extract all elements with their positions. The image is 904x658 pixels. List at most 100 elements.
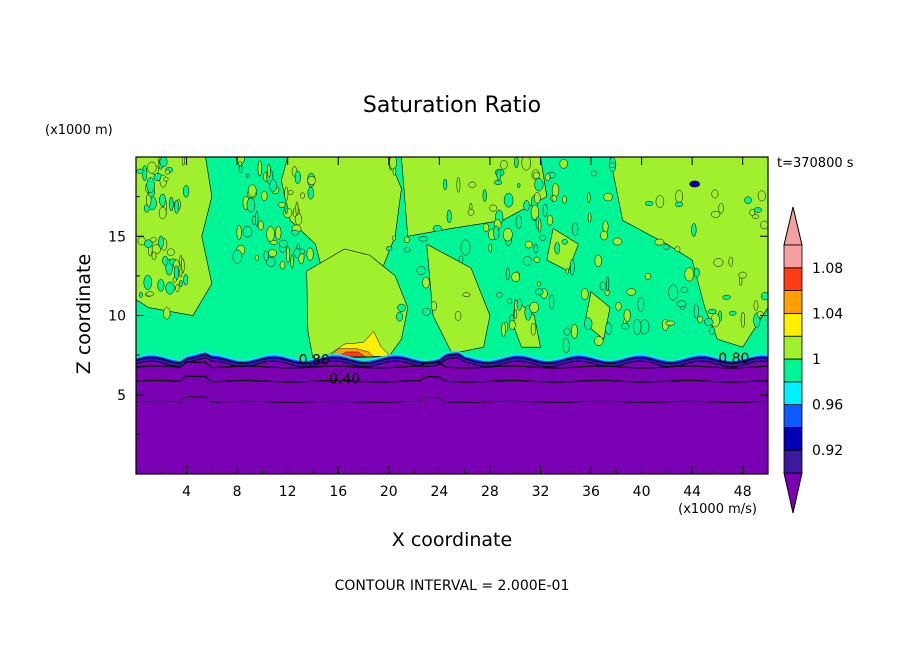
contour-blob <box>179 279 183 288</box>
contour-blob <box>728 256 734 267</box>
contour-blob <box>245 173 250 179</box>
contour-blob <box>505 267 510 281</box>
contour-blob <box>605 322 612 335</box>
colorbar-band <box>783 267 803 291</box>
x-tick-label: 8 <box>233 484 242 500</box>
colorbar: 0.92 0.96 1 1.04 1.08 <box>783 206 843 514</box>
contour-blob <box>151 251 157 261</box>
colorbar-band <box>783 335 803 360</box>
contour-blob <box>621 323 630 330</box>
contour-blob <box>514 157 519 169</box>
contour-blob <box>242 225 253 238</box>
contour-blob <box>232 249 243 264</box>
contour-blob <box>693 267 700 278</box>
contour-blob <box>654 238 665 246</box>
contour-blob <box>753 207 762 213</box>
x-tick-label: 24 <box>430 484 448 500</box>
contour-blob <box>675 189 683 204</box>
contour-blob <box>523 200 530 211</box>
contour-blob <box>290 254 294 269</box>
contour-blob <box>707 308 717 314</box>
x-tick-label: 48 <box>734 484 752 500</box>
contour-blob <box>684 267 695 282</box>
contour-blob <box>626 288 637 296</box>
colorbar-label: 0.96 <box>812 398 843 414</box>
contour-blob <box>462 292 471 297</box>
contour-blob <box>392 235 396 241</box>
contour-blob <box>307 175 316 186</box>
contour-blob <box>174 199 180 214</box>
contour-blob <box>760 220 768 230</box>
contour-blob <box>637 296 645 313</box>
contour-blob <box>396 311 404 322</box>
contour-blob <box>482 223 490 232</box>
contour-blob <box>247 184 257 197</box>
contour-blob <box>385 246 393 252</box>
contour-blob <box>169 196 174 212</box>
contour-blob <box>284 186 289 201</box>
contour-line-0p80 <box>136 361 768 369</box>
x-tick-label: 16 <box>329 484 347 500</box>
time-label: t=370800 s <box>777 156 854 171</box>
contour-blob <box>594 336 604 346</box>
contour-blob <box>522 256 533 266</box>
contour-blob <box>257 220 264 231</box>
contour-blob <box>403 247 411 253</box>
contour-blob <box>183 274 189 286</box>
contour-blob <box>559 159 568 169</box>
contour-blob <box>571 222 579 236</box>
contour-blob <box>165 169 170 175</box>
x-tick-label: 44 <box>683 484 701 500</box>
contour-blob <box>674 201 684 207</box>
contour-blob <box>503 192 514 208</box>
colorbar-label: 1.04 <box>812 306 843 322</box>
contour-blob <box>691 223 697 237</box>
contour-blob <box>542 203 548 217</box>
contour-blob <box>565 268 569 275</box>
contour-blob <box>722 294 731 300</box>
contour-blob <box>708 327 716 335</box>
contour-blob <box>753 300 759 311</box>
x-axis-title: X coordinate <box>392 529 512 551</box>
contour-blob <box>493 225 500 240</box>
contour-blob <box>551 195 558 202</box>
contour-label: 0.80 <box>718 351 749 367</box>
contour-blob <box>599 281 606 291</box>
contour-blob <box>587 212 592 223</box>
colorbar-band <box>783 358 803 383</box>
contour-blob <box>494 180 503 185</box>
y-axis-title: Z coordinate <box>73 254 95 374</box>
contour-blob <box>554 242 561 255</box>
contour-blob <box>594 254 602 268</box>
contour-blob <box>306 247 314 261</box>
contour-blob <box>718 203 724 214</box>
contour-blob <box>278 202 286 208</box>
contour-blob <box>284 202 288 215</box>
contour-blob <box>397 303 406 312</box>
contour-blob <box>644 200 654 206</box>
contour-blob <box>159 193 166 207</box>
contour-blob <box>147 161 157 174</box>
x-tick-label: 32 <box>532 484 550 500</box>
contour-blob <box>606 276 610 292</box>
contour-blob <box>181 157 185 166</box>
contour-blob <box>537 281 541 287</box>
colorbar-label: 1.08 <box>812 261 843 277</box>
contour-blob <box>165 281 175 295</box>
contour-blob <box>668 284 679 301</box>
contour-blob <box>145 291 154 297</box>
contour-blob <box>704 318 714 326</box>
contour-blob <box>454 311 462 321</box>
y-tick-label: 15 <box>108 229 126 245</box>
contour-blob <box>676 300 687 307</box>
contour-blob <box>157 279 165 292</box>
contour-blob <box>571 324 578 339</box>
contour-blob <box>307 186 314 200</box>
contour-blob <box>534 178 544 192</box>
contour-blob <box>590 170 597 177</box>
contour-label: 0.40 <box>329 372 360 388</box>
contour-blob <box>563 327 571 336</box>
contour-blob <box>539 235 547 241</box>
contour-blob <box>246 197 256 213</box>
contour-blob <box>516 298 523 311</box>
